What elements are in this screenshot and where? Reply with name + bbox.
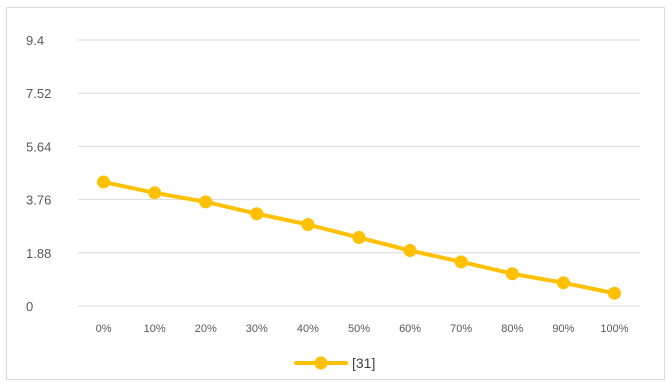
data-point — [352, 231, 366, 245]
data-point — [556, 276, 570, 290]
x-tick-label: 80% — [501, 323, 523, 335]
y-tick-label: 3.76 — [26, 193, 51, 208]
x-tick-label: 0% — [96, 323, 112, 335]
chart-frame — [6, 7, 665, 380]
legend-label: [31] — [352, 355, 375, 371]
y-tick-label: 7.52 — [26, 86, 51, 101]
x-tick-label: 90% — [552, 323, 574, 335]
data-point — [454, 255, 468, 269]
data-point — [97, 175, 111, 189]
data-point — [301, 218, 315, 232]
x-tick-label: 40% — [297, 323, 319, 335]
data-point — [148, 186, 162, 200]
x-tick-label: 70% — [450, 323, 472, 335]
y-tick-label: 9.4 — [26, 33, 44, 48]
x-tick-label: 10% — [144, 323, 166, 335]
x-tick-label: 20% — [195, 323, 217, 335]
data-point — [607, 286, 621, 300]
x-tick-label: 30% — [246, 323, 268, 335]
data-point — [403, 244, 417, 258]
data-point — [199, 195, 213, 209]
x-tick-label: 100% — [600, 323, 628, 335]
legend-marker — [314, 356, 328, 370]
x-tick-label: 50% — [348, 323, 370, 335]
data-point — [505, 267, 519, 281]
y-tick-label: 1.88 — [26, 246, 51, 261]
y-tick-label: 0 — [26, 299, 33, 314]
x-tick-label: 60% — [399, 323, 421, 335]
data-point — [250, 207, 264, 221]
y-tick-label: 5.64 — [26, 139, 51, 154]
